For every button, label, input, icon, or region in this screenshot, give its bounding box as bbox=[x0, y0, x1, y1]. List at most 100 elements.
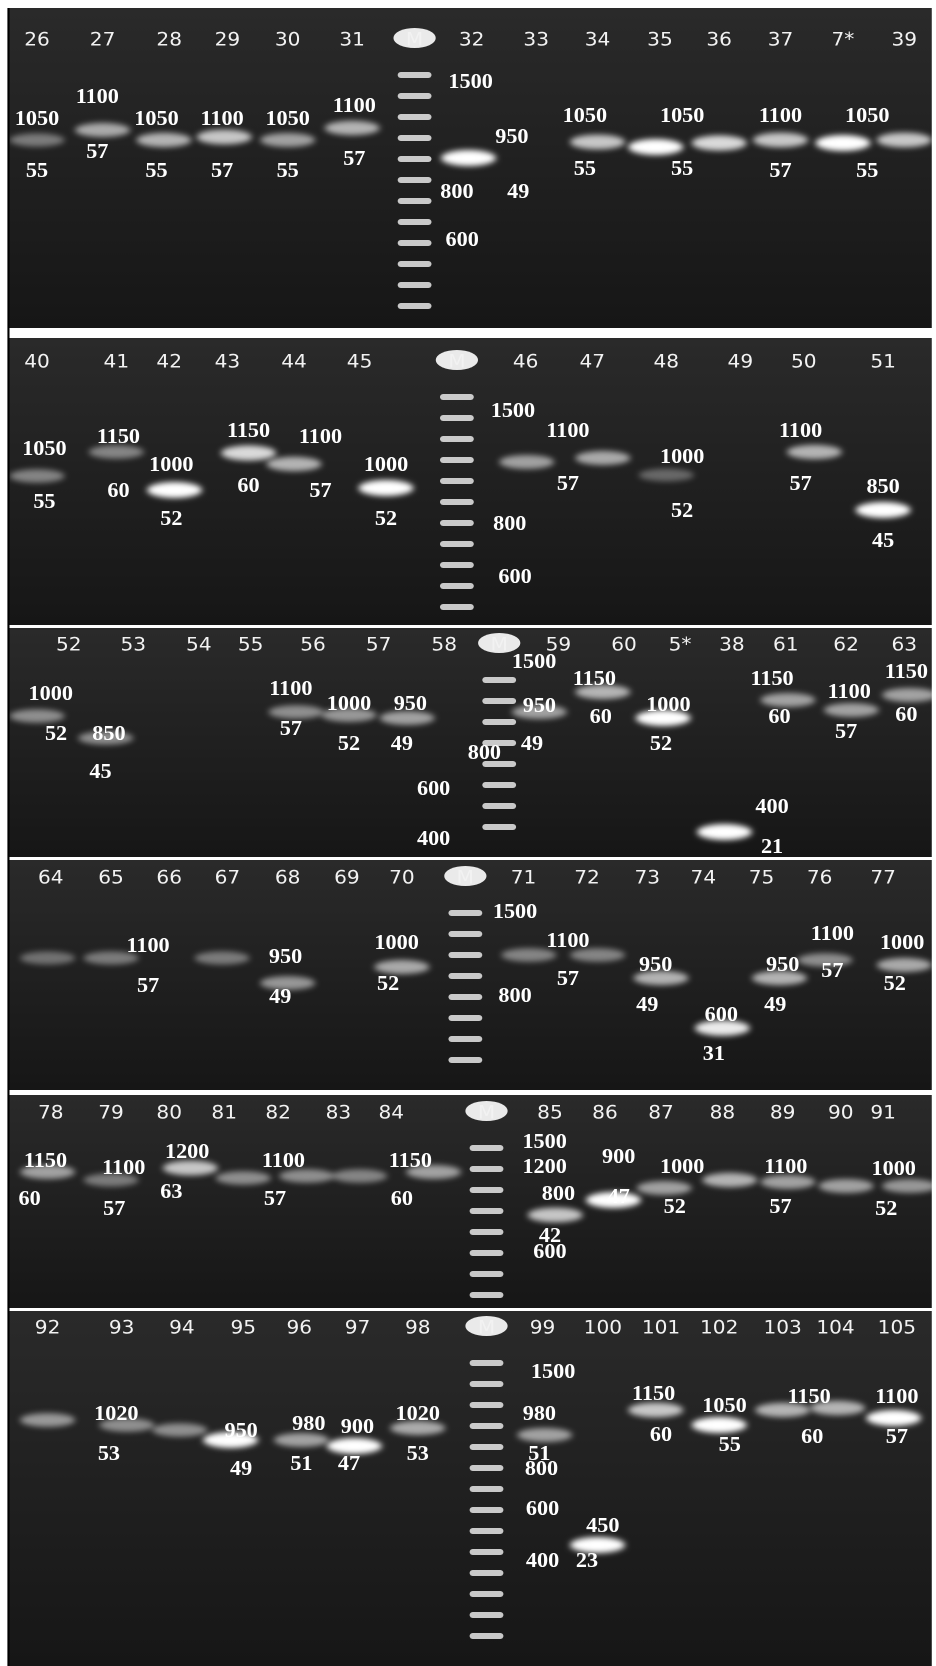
band-size: 1000 bbox=[327, 691, 371, 714]
lane-label: 78 bbox=[38, 1101, 64, 1123]
band-number: 57 bbox=[264, 1186, 286, 1209]
gel-band bbox=[441, 150, 496, 166]
band-number: 53 bbox=[98, 1441, 120, 1464]
ladder-band bbox=[398, 114, 432, 120]
gel-band bbox=[877, 133, 932, 148]
band-size: 1150 bbox=[750, 666, 793, 689]
ladder-band bbox=[470, 1465, 504, 1471]
band-number: 57 bbox=[280, 716, 302, 739]
lane-label: 41 bbox=[104, 350, 130, 372]
lane-label: 46 bbox=[513, 350, 539, 372]
marker-label: 800 bbox=[468, 740, 501, 763]
lane-label: 37 bbox=[768, 28, 794, 50]
band-size: 1100 bbox=[546, 928, 589, 951]
band-number: 55 bbox=[145, 158, 167, 181]
gel-band bbox=[274, 1433, 329, 1447]
ladder-band bbox=[470, 1591, 504, 1597]
band-number: 49 bbox=[636, 992, 658, 1015]
gel-band bbox=[637, 1181, 692, 1195]
lane-label: M bbox=[491, 633, 508, 655]
lane-label: 100 bbox=[584, 1316, 622, 1338]
lane-label: 60 bbox=[611, 633, 637, 655]
lane-label: 102 bbox=[700, 1316, 738, 1338]
ladder-band bbox=[470, 1507, 504, 1513]
band-number: 57 bbox=[557, 471, 579, 494]
band-size: 1000 bbox=[660, 444, 704, 467]
ladder-band bbox=[482, 698, 516, 704]
lane-label: 28 bbox=[156, 28, 182, 50]
ladder-band bbox=[398, 261, 432, 267]
band-size: 1000 bbox=[660, 1154, 704, 1177]
ladder-band bbox=[440, 583, 474, 589]
band-number: 57 bbox=[821, 958, 843, 981]
lane-label: 29 bbox=[215, 28, 241, 50]
gel-panel bbox=[8, 1095, 931, 1308]
gel-band bbox=[221, 445, 276, 460]
marker-label: 1500 bbox=[522, 1129, 566, 1152]
gel-band bbox=[877, 958, 932, 972]
marker-label: 800 bbox=[440, 179, 473, 202]
ladder-band bbox=[482, 719, 516, 725]
ladder-band bbox=[398, 93, 432, 99]
gel-band bbox=[267, 457, 322, 471]
band-size: 1000 bbox=[364, 452, 408, 475]
band-size: 1050 bbox=[702, 1393, 746, 1416]
ladder-band bbox=[448, 994, 482, 1000]
band-number: 55 bbox=[574, 156, 596, 179]
gel-band bbox=[628, 1403, 683, 1418]
band-size: 1100 bbox=[779, 418, 822, 441]
band-number: 51 bbox=[528, 1441, 550, 1464]
band-number: 55 bbox=[856, 158, 878, 181]
marker-label: 600 bbox=[417, 776, 450, 799]
band-size: 1050 bbox=[265, 106, 309, 129]
band-number: 55 bbox=[277, 158, 299, 181]
gel-band bbox=[819, 1179, 874, 1193]
lane-label: 96 bbox=[287, 1316, 313, 1338]
band-size: 1050 bbox=[22, 436, 66, 459]
band-number: 52 bbox=[650, 731, 672, 754]
lane-label: 58 bbox=[431, 633, 457, 655]
lane-label: M bbox=[457, 866, 474, 888]
band-size: 1050 bbox=[15, 106, 59, 129]
band-size: 1100 bbox=[201, 106, 244, 129]
band-size: 1150 bbox=[885, 659, 928, 682]
band-size: 850 bbox=[92, 721, 125, 744]
ladder-band bbox=[470, 1166, 504, 1172]
marker-label: 800 bbox=[493, 511, 526, 534]
band-size: 900 bbox=[341, 1414, 374, 1437]
band-number: 52 bbox=[671, 498, 693, 521]
gel-band bbox=[10, 133, 65, 146]
band-number: 60 bbox=[801, 1424, 823, 1447]
left-edge bbox=[7, 8, 9, 1666]
band-size: 1100 bbox=[759, 103, 802, 126]
gel-band bbox=[692, 1417, 747, 1433]
lane-label: 89 bbox=[770, 1101, 796, 1123]
gel-band bbox=[197, 130, 252, 145]
band-number: 55 bbox=[719, 1432, 741, 1455]
gel-band bbox=[163, 1161, 218, 1176]
gel-band bbox=[260, 133, 315, 147]
ladder-band bbox=[470, 1187, 504, 1193]
lane-label: 42 bbox=[156, 350, 182, 372]
lane-label: 75 bbox=[749, 866, 775, 888]
band-size: 950 bbox=[394, 691, 427, 714]
lane-label: 91 bbox=[870, 1101, 896, 1123]
band-number: 63 bbox=[160, 1179, 182, 1202]
ladder-band bbox=[398, 240, 432, 246]
band-size: 1100 bbox=[262, 1148, 305, 1171]
band-number: 60 bbox=[237, 473, 259, 496]
band-size: 1050 bbox=[134, 106, 178, 129]
gel-band bbox=[75, 123, 130, 137]
band-size: 850 bbox=[866, 474, 899, 497]
ladder-band bbox=[482, 782, 516, 788]
gel-band bbox=[10, 469, 65, 482]
gel-band bbox=[702, 1173, 757, 1187]
band-size: 1150 bbox=[787, 1384, 830, 1407]
band-size: 900 bbox=[602, 1144, 635, 1167]
gel-band bbox=[20, 952, 75, 965]
band-size: 950 bbox=[766, 952, 799, 975]
ladder-band bbox=[482, 824, 516, 830]
band-number: 49 bbox=[764, 992, 786, 1015]
band-number: 52 bbox=[160, 506, 182, 529]
lane-label: 5* bbox=[669, 633, 692, 655]
